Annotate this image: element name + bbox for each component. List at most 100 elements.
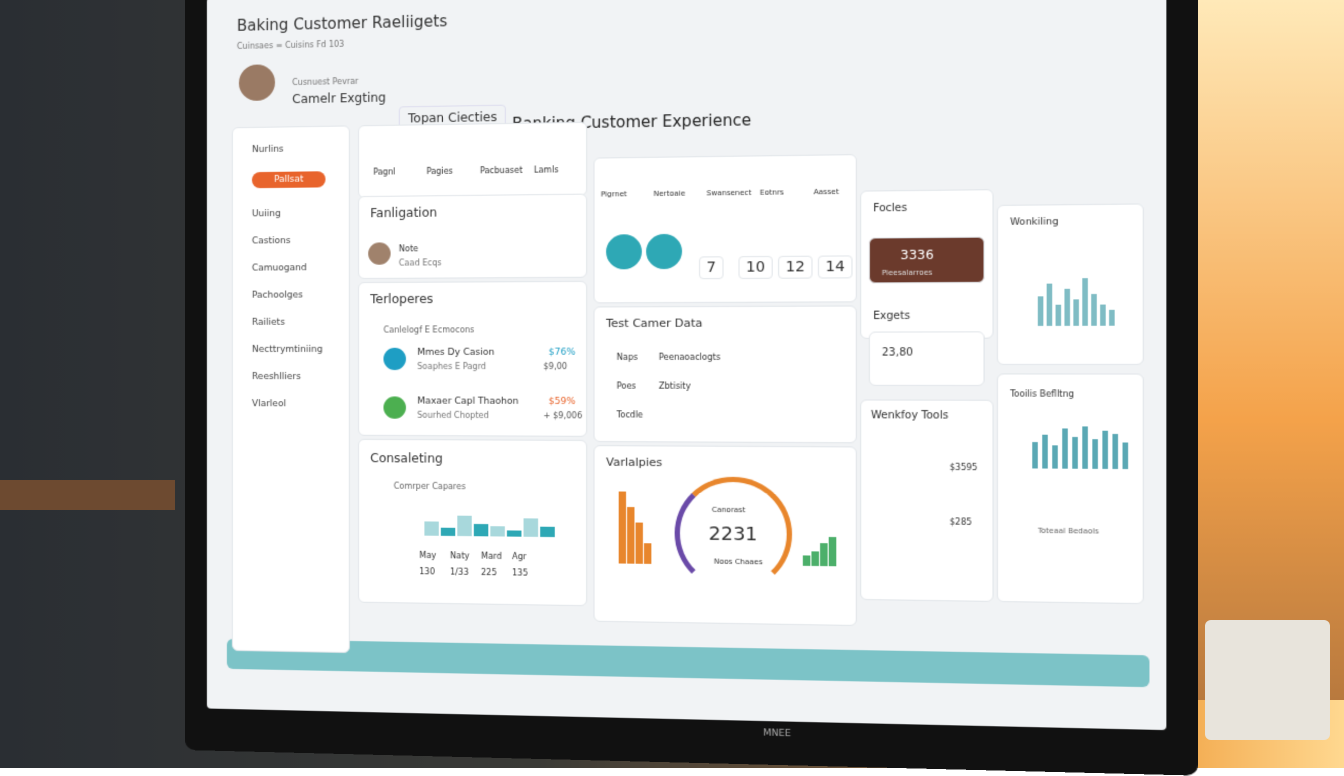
focles-value: 3336 — [900, 247, 934, 263]
desk — [0, 480, 175, 510]
sidebar-item: Vlarleol — [251, 399, 287, 410]
gauge-label: Canorast — [711, 505, 746, 515]
people-icon: Nertoaie — [653, 189, 686, 199]
gauge-sub: Noos Chaaes — [713, 557, 763, 567]
note-sub: Caad Ecqs — [398, 258, 442, 268]
bar — [618, 491, 627, 564]
avatar — [238, 64, 276, 102]
sidebar-item: Pachoolges — [251, 290, 303, 301]
bar — [1062, 428, 1068, 469]
row-amount: + $9,006 — [543, 411, 583, 421]
bar — [1055, 304, 1062, 326]
bar — [802, 555, 811, 566]
card-title: Exgets — [873, 310, 911, 323]
monitor: Baking Customer Raeliigets Cuinsaes ≡ Cui… — [185, 0, 1198, 776]
screen: Baking Customer Raeliigets Cuinsaes ≡ Cui… — [206, 0, 1167, 731]
avatar — [606, 234, 642, 270]
x-value: 225 — [481, 567, 497, 578]
bar — [457, 515, 472, 537]
card-title: Wenkfoy Tools — [870, 409, 949, 422]
nav-tab: Lamls — [533, 165, 559, 175]
stat: 7 — [699, 256, 724, 280]
bar — [1082, 426, 1088, 469]
user-role: Cusnuest Pevrar — [292, 76, 359, 88]
gauge-value: 2231 — [708, 523, 758, 546]
sidebar-item: Reeshlliers — [251, 372, 301, 383]
nav-tab: Pagnl — [373, 167, 396, 177]
sidebar-item: Pallsat — [251, 171, 326, 189]
bar — [1064, 288, 1071, 326]
row-value: $285 — [949, 517, 972, 527]
footer-band — [226, 638, 1150, 688]
bar — [1091, 293, 1097, 326]
bar — [627, 507, 635, 564]
bar — [643, 543, 652, 564]
nav-tab: Pagies — [426, 166, 453, 177]
row-amount: $9,00 — [543, 361, 568, 372]
plant-pot — [1205, 620, 1330, 740]
nav-card — [358, 121, 588, 199]
bar — [523, 518, 539, 537]
bar — [1073, 299, 1079, 326]
row-value: $3595 — [949, 462, 978, 473]
tools-footer: Toteaal Bedaols — [1037, 526, 1099, 536]
row-pct: $76% — [548, 347, 576, 358]
bar — [440, 527, 456, 536]
sidebar-item: Camuogand — [251, 263, 307, 274]
row-sub: Soaphes E Pagrd — [417, 361, 487, 372]
user-name: Camelr Exgting — [292, 90, 386, 107]
bar — [1037, 296, 1044, 326]
bar — [1082, 278, 1088, 326]
row-icon — [383, 347, 406, 371]
x-label: May — [419, 550, 437, 561]
bar — [635, 522, 643, 564]
stat: 14 — [817, 255, 853, 279]
note-avatar — [368, 242, 391, 265]
nav-tab: Pacbuaset — [480, 165, 523, 176]
bar — [540, 526, 555, 538]
stat: 10 — [738, 255, 773, 279]
card-title: Focles — [873, 202, 908, 215]
bar — [1046, 283, 1053, 326]
x-label: Agr — [512, 551, 527, 562]
bar — [1052, 445, 1058, 469]
workflow-card — [860, 399, 994, 602]
card-title: Varlalpies — [606, 455, 663, 470]
bar — [1122, 442, 1129, 470]
bar — [1092, 439, 1098, 469]
sidebar — [231, 125, 350, 654]
note: Note — [398, 244, 419, 254]
bar — [1100, 304, 1106, 326]
people-card — [593, 154, 857, 304]
cell: Peenaoaclogts — [658, 352, 721, 362]
bar — [811, 551, 819, 567]
row-name: Maxaer Capl Thaohon — [417, 396, 519, 407]
bar — [473, 523, 489, 537]
bar — [1102, 430, 1108, 469]
people-icon: Swansenect — [706, 188, 752, 198]
card-title: Fanligation — [370, 205, 438, 221]
sidebar-item: Nurlins — [251, 144, 284, 156]
cell: Naps — [616, 352, 638, 362]
bar — [1072, 436, 1078, 469]
cell: Zbtisity — [658, 381, 691, 391]
x-value: 135 — [512, 568, 528, 578]
x-label: Mard — [481, 551, 502, 561]
subtitle: Cuinsaes ≡ Cuisins Fd 103 — [236, 39, 345, 51]
card-title: Tooilis Beflltng — [1010, 389, 1075, 399]
avatar — [646, 233, 683, 270]
x-value: 1/33 — [450, 567, 469, 577]
card-title: Consaleting — [370, 451, 443, 466]
x-label: Naty — [450, 551, 470, 561]
sidebar-item: Railiets — [251, 317, 285, 328]
focles-sub: Pieesalarroes — [881, 268, 933, 278]
people-icon: Pigrnet — [600, 190, 627, 199]
bar — [424, 521, 439, 536]
bar — [1109, 309, 1115, 326]
exgets-value: 23,80 — [881, 347, 914, 359]
card-subtitle: Comrper Capares — [393, 481, 466, 492]
people-icon: Aasset — [813, 187, 839, 197]
sidebar-item: Necttrymtiniing — [251, 344, 323, 355]
row-pct: $59% — [548, 396, 576, 408]
